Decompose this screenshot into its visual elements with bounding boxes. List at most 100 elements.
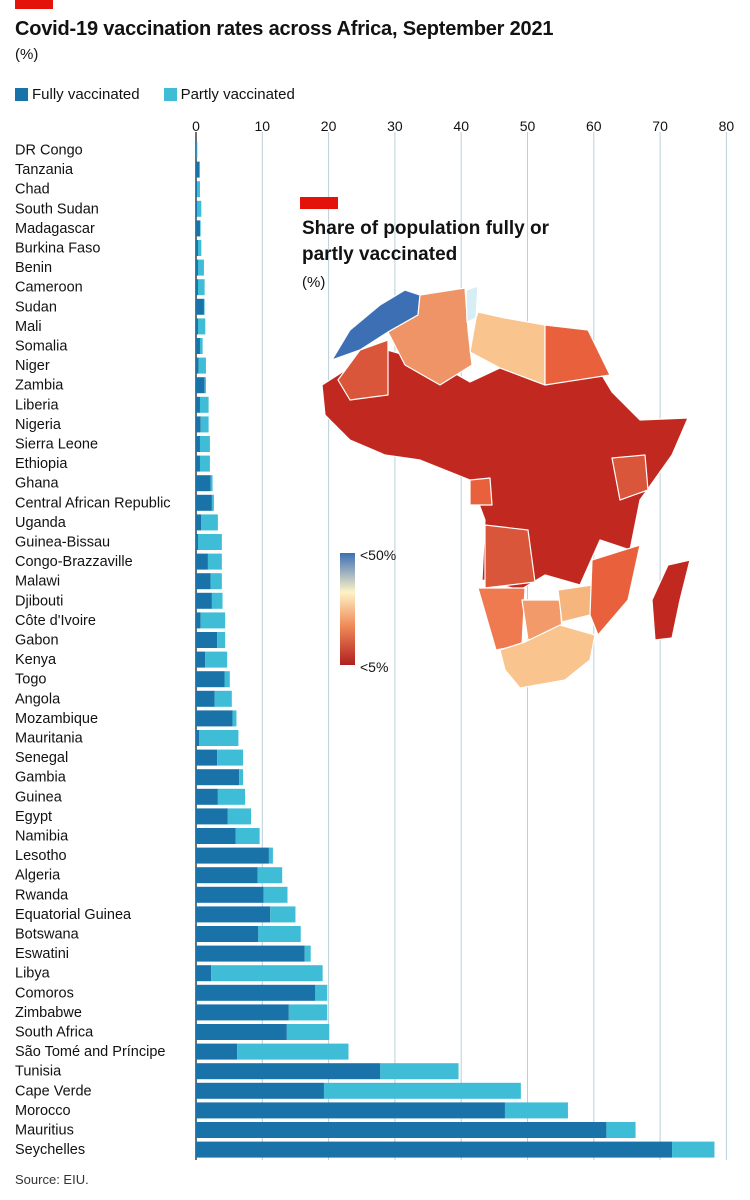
bar-fully xyxy=(196,710,233,727)
scale-low-label: <5% xyxy=(360,659,388,675)
bar-partly xyxy=(199,436,210,452)
bar-fully xyxy=(196,651,206,668)
bar-fully xyxy=(196,867,258,884)
bar-fully xyxy=(196,926,259,942)
bar-partly xyxy=(217,788,246,805)
bar-fully xyxy=(196,1004,289,1021)
bar-partly xyxy=(257,867,283,884)
category-label: Gabon xyxy=(15,633,59,649)
category-label: Botswana xyxy=(15,927,80,943)
bar-fully xyxy=(196,161,200,178)
region-namibia xyxy=(477,587,526,651)
bar-partly xyxy=(504,1102,568,1119)
bar-partly xyxy=(201,514,218,531)
bar-fully xyxy=(196,259,198,276)
x-tick-label-70: 70 xyxy=(652,118,668,134)
category-label: Uganda xyxy=(15,515,67,531)
region-mozambique xyxy=(589,544,641,636)
category-label: Seychelles xyxy=(15,1142,85,1158)
category-label: Cameroon xyxy=(15,280,83,296)
category-label: Liberia xyxy=(15,397,59,413)
category-label: Benin xyxy=(15,260,52,276)
inset-accent-bar xyxy=(300,197,338,209)
category-label: Tanzania xyxy=(15,162,74,178)
bar-partly xyxy=(323,1082,521,1099)
category-label: Mali xyxy=(15,319,42,335)
bar-partly xyxy=(239,769,244,786)
legend-label-partly: Partly vaccinated xyxy=(180,86,295,103)
chart-unit: (%) xyxy=(15,46,39,63)
bar-fully xyxy=(196,220,200,237)
legend-swatch-fully xyxy=(15,88,28,101)
bars-layer xyxy=(196,142,715,1158)
bar-partly xyxy=(205,651,228,668)
category-label: São Tomé and Príncipe xyxy=(15,1044,165,1060)
category-label: Eswatini xyxy=(15,946,69,962)
x-tick-label-80: 80 xyxy=(719,118,735,134)
bar-fully xyxy=(196,1063,381,1080)
bar-partly xyxy=(224,671,230,688)
x-tick-label-20: 20 xyxy=(321,118,337,134)
bar-partly xyxy=(199,338,203,354)
bar-partly xyxy=(200,416,209,433)
bar-partly xyxy=(606,1122,636,1138)
bar-fully xyxy=(196,945,305,962)
category-label: Mauritius xyxy=(15,1123,74,1139)
category-label: Namibia xyxy=(15,829,69,845)
bar-partly xyxy=(211,965,323,982)
category-label: Kenya xyxy=(15,652,57,668)
category-label: Algeria xyxy=(15,868,61,884)
category-label: Niger xyxy=(15,358,50,374)
bar-fully xyxy=(196,906,271,923)
bar-partly xyxy=(204,377,206,394)
legend-item-fully: Fully vaccinated xyxy=(15,86,140,103)
bar-fully xyxy=(196,730,200,746)
x-tick-label-30: 30 xyxy=(387,118,403,134)
bar-fully xyxy=(196,671,225,688)
category-label: Cape Verde xyxy=(15,1083,92,1099)
region-algeria xyxy=(387,287,473,386)
bar-partly xyxy=(210,573,222,590)
region-egypt xyxy=(544,324,611,386)
bar-fully xyxy=(196,1102,505,1119)
bar-fully xyxy=(196,828,236,844)
bar-partly xyxy=(197,259,204,276)
category-label: Sudan xyxy=(15,299,57,315)
category-label: Guinea xyxy=(15,789,63,805)
bar-fully xyxy=(196,847,269,864)
category-labels-layer: DR Congo Tanzania Chad South Sudan Madagasca… xyxy=(15,143,171,1159)
bar-partly xyxy=(304,945,311,962)
bar-fully xyxy=(196,455,200,472)
bar-partly xyxy=(197,200,202,217)
x-tick-label-10: 10 xyxy=(255,118,271,134)
category-label: Mauritania xyxy=(15,731,84,747)
bar-partly xyxy=(217,632,226,648)
region-kenya xyxy=(611,454,649,501)
bar-fully xyxy=(196,749,218,766)
bar-partly xyxy=(235,828,260,844)
bar-partly xyxy=(207,553,222,570)
bar-fully xyxy=(196,338,200,354)
bar-fully xyxy=(196,416,201,433)
inset-map: Share of population fully or partly vacc… xyxy=(300,197,691,689)
bar-fully xyxy=(196,1043,238,1060)
bar-fully xyxy=(196,357,199,374)
category-label: Guinea-Bissau xyxy=(15,535,110,551)
bar-fully xyxy=(196,396,200,413)
bar-fully xyxy=(196,181,198,198)
bar-partly xyxy=(237,1043,349,1060)
category-label: Gambia xyxy=(15,770,67,786)
bar-fully xyxy=(196,808,228,825)
bar-fully xyxy=(196,200,198,217)
bar-partly xyxy=(197,181,200,198)
x-tick-label-50: 50 xyxy=(520,118,536,134)
bar-partly xyxy=(217,749,244,766)
header-accent-bar xyxy=(15,0,53,9)
bar-partly xyxy=(203,298,205,315)
bar-partly xyxy=(211,494,214,511)
scale-high-label: <50% xyxy=(360,547,396,563)
color-scale xyxy=(340,553,355,665)
category-label: Burkina Faso xyxy=(15,241,100,257)
africa-map xyxy=(321,285,691,689)
